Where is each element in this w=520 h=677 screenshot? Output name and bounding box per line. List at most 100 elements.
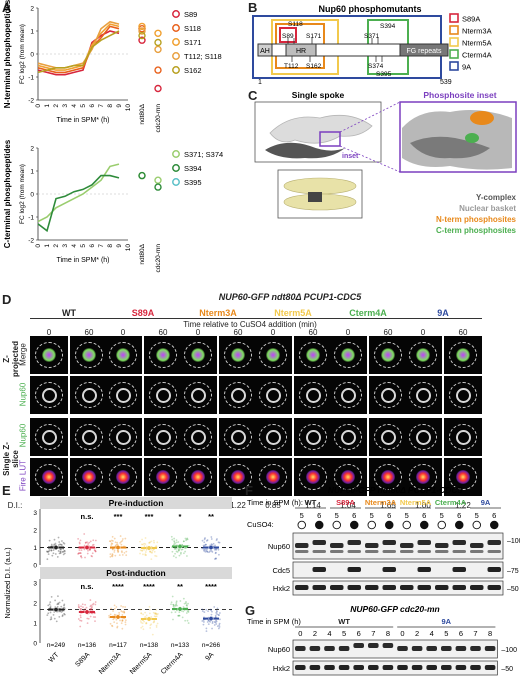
nucleus <box>456 388 471 403</box>
data-point <box>215 611 218 614</box>
residue-end: 539 <box>440 79 452 86</box>
panel-f-blot: NUP60-GFP ndt80Δ PCUP1-CDC5 Time in SPM (… <box>247 485 520 596</box>
data-point <box>145 622 148 625</box>
data-point <box>214 616 217 618</box>
nucleus <box>456 470 470 484</box>
cell-outline <box>374 424 402 450</box>
micrograph-cell <box>294 418 332 456</box>
band <box>417 540 431 545</box>
data-point <box>121 551 123 554</box>
band <box>452 540 466 545</box>
x-tick-label: 5 <box>80 244 87 248</box>
endpoint-marker <box>154 29 162 37</box>
nucleus <box>82 430 97 445</box>
data-point <box>178 611 181 613</box>
data-point <box>47 604 50 607</box>
site-t112: T112 <box>284 63 299 70</box>
y-tick-label: 1 <box>30 169 34 176</box>
data-point <box>185 602 187 605</box>
data-point <box>80 555 82 557</box>
time-label: 0 <box>345 328 351 337</box>
x-tick-label: 6 <box>89 104 96 108</box>
data-point <box>214 551 217 554</box>
endpoint-marker <box>138 22 146 31</box>
data-point <box>170 601 173 604</box>
data-point <box>59 552 62 555</box>
micrograph-cell <box>329 336 367 374</box>
micrograph-cell <box>104 336 142 374</box>
data-point <box>156 622 159 625</box>
data-point <box>184 619 187 622</box>
data-point <box>141 543 144 546</box>
cuso4-indicator <box>332 520 341 530</box>
data-point <box>111 548 114 551</box>
data-point <box>118 611 121 614</box>
cell-outline <box>299 342 327 368</box>
data-point <box>211 551 214 553</box>
cell-outline <box>109 342 137 368</box>
data-point <box>53 538 56 541</box>
cell-outline <box>109 464 137 490</box>
data-point <box>184 547 186 549</box>
x-tick-label: 9 <box>116 104 123 108</box>
legend-entry: N-term phosphosites <box>436 215 517 224</box>
data-point <box>175 550 178 553</box>
band <box>382 567 396 572</box>
micrograph-cell <box>219 418 257 456</box>
x-tick-label: 1 <box>44 244 51 248</box>
data-point <box>111 553 114 556</box>
x-tick-label: 7 <box>98 104 105 108</box>
data-point <box>80 555 82 558</box>
panel-d-title: NUP60-GFP ndt80Δ PCUP1-CDC5 <box>218 292 362 302</box>
panel-label-e: E <box>2 483 11 498</box>
x-tick-label: ndt80Δ <box>139 243 146 264</box>
data-point <box>202 623 205 626</box>
cell-outline <box>409 464 437 490</box>
data-point <box>205 543 207 546</box>
data-point <box>171 595 174 598</box>
x-tick-label: 4 <box>71 104 78 108</box>
x-tick-label: Nterm3A <box>98 651 123 676</box>
median-point <box>177 606 183 612</box>
legend-marker <box>172 150 180 158</box>
data-point <box>121 620 124 622</box>
band <box>452 550 466 553</box>
data-point <box>58 541 61 543</box>
nucleus <box>306 348 320 362</box>
data-point <box>125 554 128 557</box>
data-point <box>218 622 221 625</box>
band <box>368 643 379 648</box>
data-point <box>201 547 204 550</box>
data-point <box>178 614 181 617</box>
micrograph-cell <box>104 376 142 414</box>
x-tick-label: 2 <box>53 244 60 248</box>
panel-d-grid: Time relative to CuSO4 addition (min) WT 0… <box>0 300 520 510</box>
lane-time: 5 <box>342 629 346 638</box>
data-point <box>204 537 206 539</box>
band <box>312 550 326 553</box>
band <box>382 643 394 648</box>
lane-time: 5 <box>335 511 339 520</box>
data-point <box>57 602 60 605</box>
blot-label: Hxk2 <box>273 664 290 673</box>
data-point <box>175 601 178 604</box>
data-point <box>155 615 158 618</box>
site-s394: S394 <box>380 23 396 30</box>
data-point <box>88 549 91 551</box>
micrograph-cell <box>294 336 332 374</box>
data-point <box>63 552 66 555</box>
data-point <box>111 625 114 628</box>
data-point <box>203 544 206 547</box>
data-point <box>49 605 52 608</box>
cell-outline <box>334 464 362 490</box>
data-point <box>47 612 50 615</box>
series-line <box>37 20 120 69</box>
lane-time: 6 <box>387 511 391 520</box>
x-tick-label: 2 <box>53 104 60 108</box>
data-point <box>61 540 63 542</box>
single-spoke-title: Single spoke <box>292 90 345 100</box>
data-point <box>91 612 94 615</box>
endpoint-marker <box>154 183 162 191</box>
data-point <box>202 544 205 547</box>
data-point <box>202 619 205 621</box>
